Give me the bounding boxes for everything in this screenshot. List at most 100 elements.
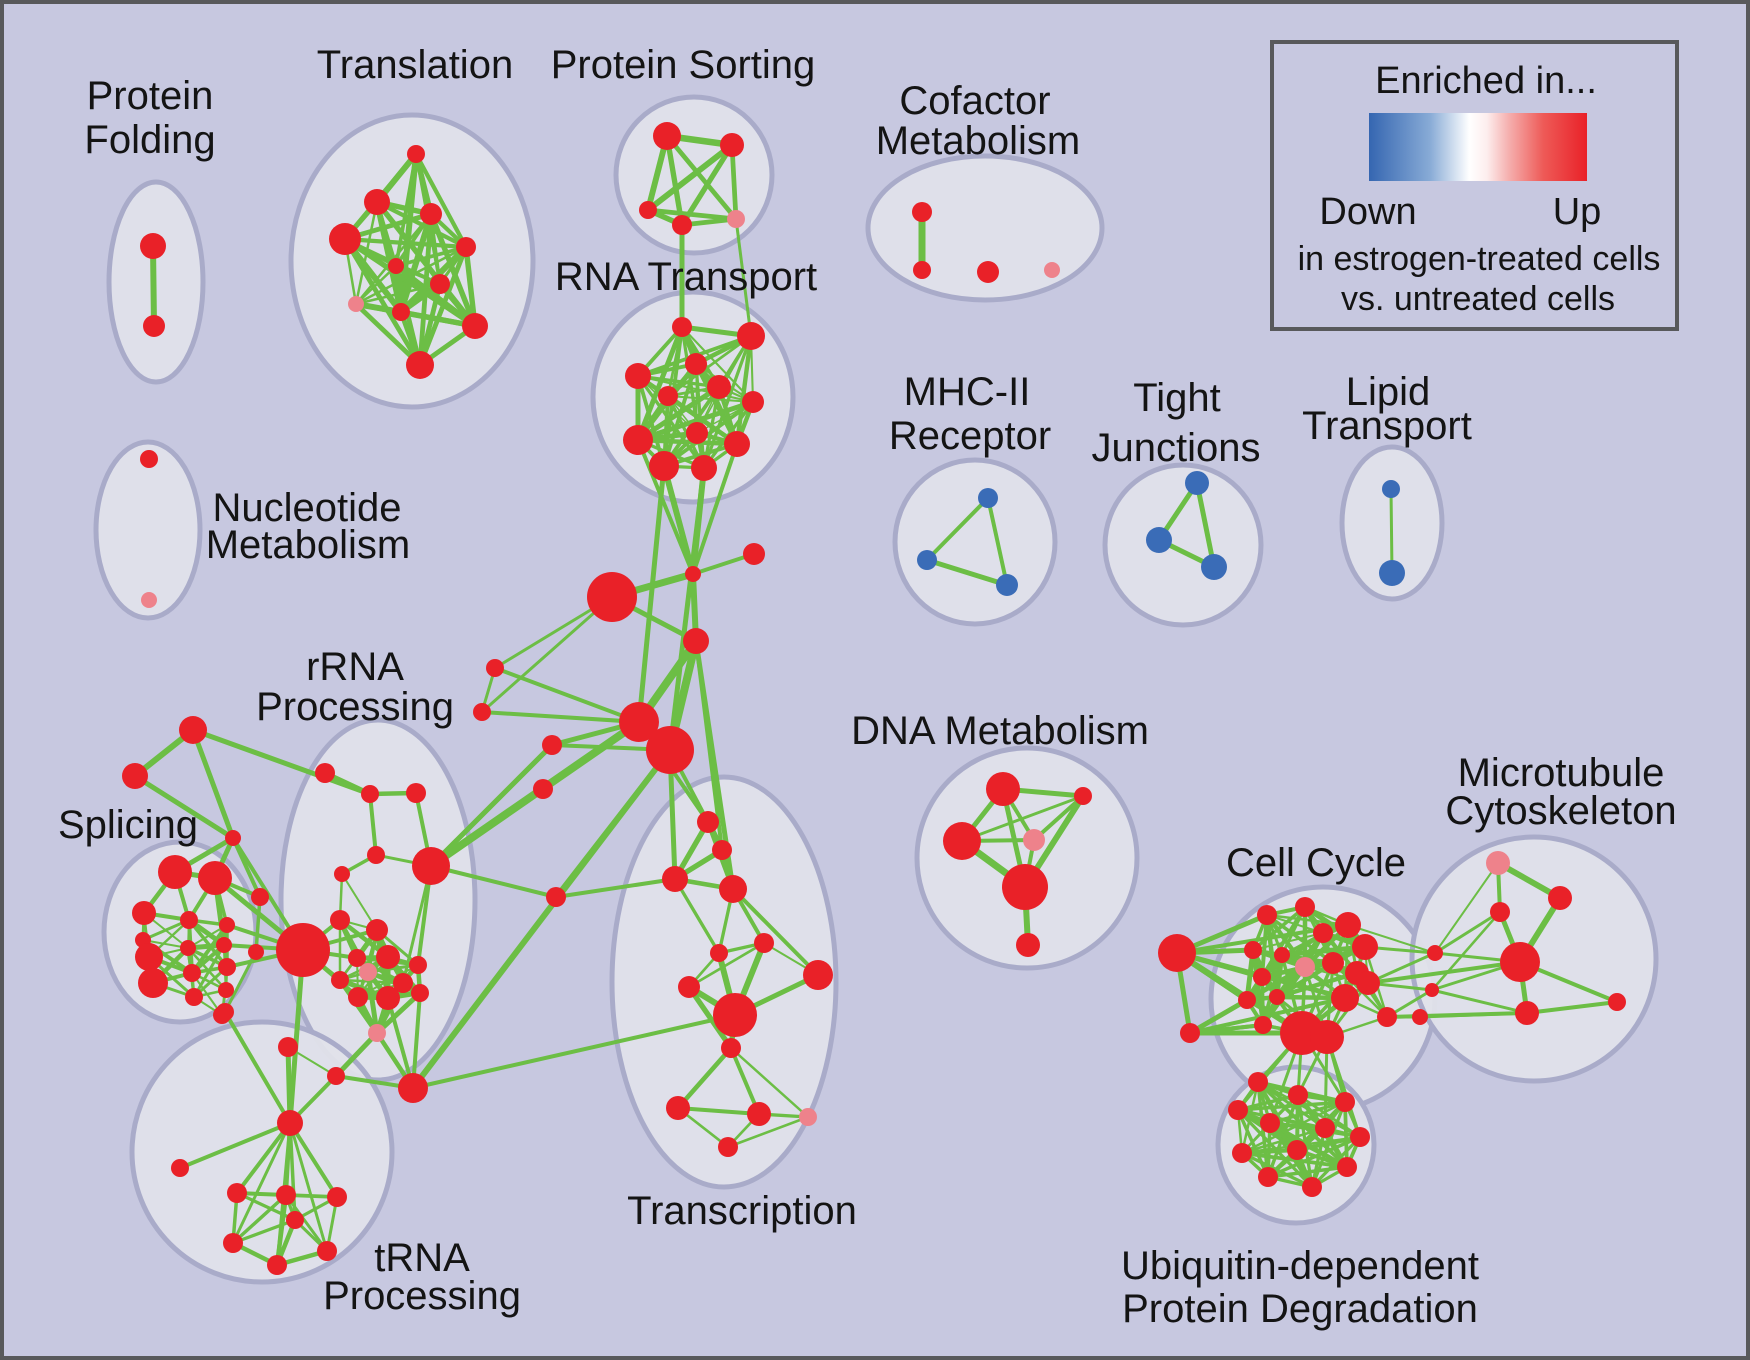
protein-sorting-node — [653, 122, 681, 150]
ubiquitin-degradation-node — [1315, 1118, 1335, 1138]
microtubule-cytoskeleton-node — [1425, 983, 1439, 997]
rrna-processing-edge — [341, 873, 378, 931]
ubiquitin-degradation-node — [1302, 1177, 1322, 1197]
ubiquitin-degradation-node — [1260, 1113, 1280, 1133]
cell-cycle-edge — [1274, 970, 1360, 1000]
rrna-processing-node — [248, 944, 264, 960]
tight-junctions-region — [1102, 462, 1264, 628]
microtubule-cytoskeleton-edge — [1525, 1000, 1619, 1015]
microtubule-cytoskeleton-edge — [1434, 862, 1499, 954]
cofactor-metabolism-node — [977, 261, 999, 283]
splicing-node — [180, 911, 198, 929]
rna-transport-node — [685, 353, 707, 375]
translation-node — [456, 237, 476, 257]
splicing-node — [216, 937, 232, 953]
ubiquitin-degradation-node — [1232, 1143, 1252, 1163]
rrna-processing-node — [393, 973, 413, 993]
translation-edge — [428, 211, 478, 329]
transcription-node — [697, 811, 719, 833]
dna-metabolism-node — [1074, 787, 1092, 805]
microtubule-cytoskeleton-node — [1490, 902, 1510, 922]
trna-processing-label-line-0: tRNA — [374, 1236, 470, 1280]
translation-label-line-0: Translation — [317, 43, 513, 87]
rrna-processing-node — [361, 785, 379, 803]
translation-edge — [417, 244, 469, 368]
dna-metabolism-node — [1016, 933, 1040, 957]
lipid-transport-node — [1382, 480, 1400, 498]
rrna-processing-node — [327, 1067, 345, 1085]
cell-cycle-edge — [1265, 913, 1350, 927]
ubiquitin-degradation-node — [1288, 1085, 1308, 1105]
microtubule-cytoskeleton-edge — [1433, 910, 1502, 955]
transcription-edge — [673, 877, 721, 955]
cell-cycle-node — [1274, 947, 1290, 963]
splicing-label-line-0: Splicing — [58, 803, 198, 847]
protein-folding-edge — [150, 243, 157, 329]
microtubule-cytoskeleton-node — [1500, 942, 1540, 982]
translation-edge — [398, 211, 434, 315]
splicing-node — [180, 940, 196, 956]
rna-transport-node — [724, 431, 750, 457]
rrna-processing-node — [251, 888, 269, 906]
protein-folding-label-line-0: Protein — [87, 74, 214, 118]
transcription-node — [678, 976, 700, 998]
protein-sorting-edge — [679, 142, 735, 228]
splicing-bridge-node — [122, 763, 148, 789]
rrna-processing-node — [409, 956, 427, 974]
rna-transport-node — [691, 455, 717, 481]
mhc-ii-receptor-edge — [986, 496, 1009, 587]
cell-cycle-edge — [1174, 950, 1305, 1036]
lipid-transport-edge — [1389, 487, 1394, 575]
inter-cluster-edge — [1366, 951, 1437, 985]
translation-node — [388, 258, 404, 274]
legend: Enriched in... Down Up in estrogen-treated … — [1270, 40, 1679, 331]
ubiquitin-degradation-node — [1258, 1167, 1278, 1187]
nodes-layer — [122, 122, 1626, 1275]
tight-junctions-node — [1185, 471, 1209, 495]
inter-cluster-edge — [667, 465, 707, 753]
legend-down-label: Down — [1319, 191, 1416, 233]
ubiquitin-degradation-edge — [1295, 1135, 1362, 1152]
cofactor-metabolism-label-line-1: Metabolism — [876, 119, 1081, 163]
rna-transport-node — [658, 386, 678, 406]
rna-transport-edge — [734, 333, 754, 447]
legend-title: Enriched in... — [1375, 60, 1597, 102]
rna-transport-node — [686, 422, 708, 444]
rna-transport-edge — [680, 325, 755, 404]
trna-processing-edge — [178, 1121, 292, 1170]
ubiquitin-degradation-label-line-1: Protein Degradation — [1122, 1287, 1478, 1331]
cell-cycle-edge — [1252, 932, 1324, 951]
tight-junctions-node — [1201, 554, 1227, 580]
splicing-node — [135, 943, 163, 971]
cell-cycle-node — [1238, 991, 1256, 1009]
dna-metabolism-node — [1002, 864, 1048, 910]
dna-metabolism-node — [1023, 829, 1045, 851]
cell-cycle-edge — [1260, 931, 1325, 979]
trna-processing-node — [267, 1255, 287, 1275]
central-connectors-node — [619, 702, 659, 742]
central-connectors-node — [542, 735, 562, 755]
tight-junctions-label-line-0: Tight — [1133, 376, 1220, 420]
transcription-edge — [726, 1115, 810, 1149]
cell-cycle-label-line-0: Cell Cycle — [1226, 841, 1406, 885]
protein-sorting-node — [672, 215, 692, 235]
rrna-processing-edge — [386, 996, 415, 1090]
rna-transport-node — [672, 317, 692, 337]
inter-cluster-edge — [1385, 1011, 1529, 1019]
translation-node — [407, 145, 425, 163]
ubiquitin-degradation-edge — [1240, 1126, 1327, 1155]
inter-cluster-edge — [428, 786, 546, 869]
splicing-bridge-node — [179, 716, 207, 744]
translation-edge — [398, 151, 419, 315]
transcription-edge — [686, 984, 734, 1051]
rrna-processing-node — [348, 987, 368, 1007]
protein-folding-node — [143, 315, 165, 337]
trna-processing-node — [276, 1185, 296, 1205]
transcription-node — [754, 933, 774, 953]
trna-processing-node — [227, 1183, 247, 1203]
cell-cycle-node — [1377, 1007, 1397, 1027]
dna-metabolism-node — [943, 822, 981, 860]
rrna-processing-node — [376, 986, 400, 1010]
